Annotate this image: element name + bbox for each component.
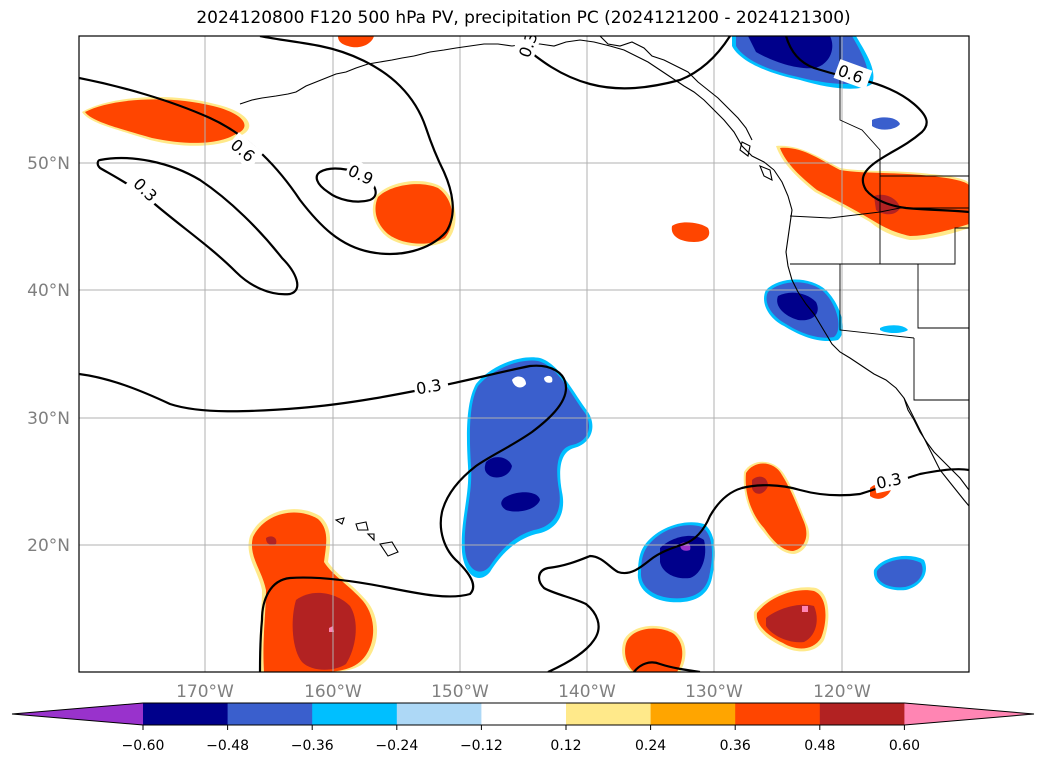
colorbar-tick-label: 0.12 xyxy=(550,738,581,754)
colorbar-tick-label: −0.12 xyxy=(460,738,503,754)
colorbar-tick-label: −0.48 xyxy=(206,738,249,754)
precip-field-south-east xyxy=(753,587,829,652)
colorbar-tick-label: 0.36 xyxy=(720,738,751,754)
colorbar-ticks: −0.60 −0.48 −0.36 −0.24 −0.12 0.12 0.24 0.36 0.4… xyxy=(122,725,920,754)
map-title: 2024120800 F120 500 hPa PV, precipitatio… xyxy=(196,8,851,28)
lon-labels: 170°W 160°W 150°W 140°W 130°W 120°W xyxy=(176,682,871,702)
precip-field-hawaii xyxy=(248,509,378,672)
colorbar-segment xyxy=(312,703,398,725)
colorbar-extend-min xyxy=(12,703,143,725)
pv-contours xyxy=(79,36,969,672)
coastlines xyxy=(239,36,969,557)
precip-field-small-ne xyxy=(671,222,710,242)
colorbar-tick-label: 0.24 xyxy=(635,738,666,754)
precip-field-top xyxy=(338,36,374,48)
lat-label-40n: 40°N xyxy=(27,281,70,301)
colorbar-segment xyxy=(481,703,567,725)
map-content: 0.3 0.6 0.9 0.3 0.3 0.6 0.3 xyxy=(79,36,969,672)
lat-label-30n: 30°N xyxy=(27,409,70,429)
colorbar-segment xyxy=(227,703,313,725)
colorbar-tick-label: 0.60 xyxy=(889,738,920,754)
colorbar-tick-label: −0.60 xyxy=(122,738,165,754)
contour-label-0-3-east: 0.3 xyxy=(874,469,903,493)
state-borders xyxy=(789,36,969,401)
colorbar xyxy=(11,702,1035,726)
colorbar-segment xyxy=(735,703,821,725)
lat-label-20n: 20°N xyxy=(27,536,70,556)
lon-label-160w: 160°W xyxy=(304,682,362,702)
precip-field-central-pacific xyxy=(461,357,593,579)
lon-label-150w: 150°W xyxy=(431,682,489,702)
colorbar-segment xyxy=(396,703,482,725)
colorbar-tick-label: −0.24 xyxy=(375,738,418,754)
colorbar-extend-max xyxy=(904,703,1034,725)
colorbar-segment xyxy=(819,703,905,725)
precip-field-east-pacific xyxy=(637,522,715,603)
colorbar-tick-label: −0.36 xyxy=(291,738,334,754)
lat-labels: 50°N 40°N 30°N 20°N xyxy=(27,154,70,556)
colorbar-tick-label: 0.48 xyxy=(804,738,835,754)
precip-field-mexico-coast xyxy=(873,555,926,591)
colorbar-segment xyxy=(650,703,736,725)
lon-label-140w: 140°W xyxy=(558,682,616,702)
precip-field-central-north xyxy=(372,181,456,247)
precip-field-south-center xyxy=(622,625,686,672)
map-frame xyxy=(78,35,970,673)
colorbar-segment xyxy=(566,703,652,725)
lon-label-120w: 120°W xyxy=(813,682,871,702)
lat-label-50n: 50°N xyxy=(27,154,70,174)
colorbar-segment xyxy=(143,703,229,725)
lon-label-130w: 130°W xyxy=(685,682,743,702)
map-background xyxy=(79,36,969,672)
contour-label-0-3-central: 0.3 xyxy=(415,375,443,398)
graticule xyxy=(79,36,969,672)
lon-label-170w: 170°W xyxy=(176,682,234,702)
